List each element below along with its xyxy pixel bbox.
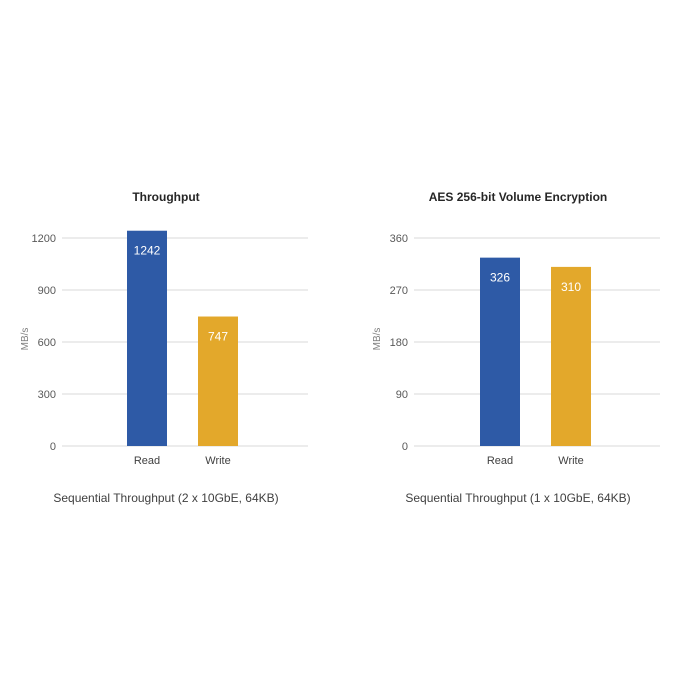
category-label: Write [205,455,230,467]
y-tick-label: 900 [38,285,56,297]
category-labels: Read Write [134,455,231,467]
y-tick-label: 0 [50,441,56,453]
bar-write [198,316,238,446]
chart-title: Throughput [132,190,199,204]
chart-aes-encryption: AES 256-bit Volume Encryption MB/s 0 90 18… [372,190,660,505]
gridlines [414,237,660,447]
y-tick-label: 270 [390,285,408,297]
y-tick-label: 180 [390,337,408,349]
chart-title: AES 256-bit Volume Encryption [429,190,607,204]
chart-caption: Sequential Throughput (2 x 10GbE, 64KB) [53,491,278,505]
category-label: Write [558,455,583,467]
data-label: 310 [561,280,581,294]
y-tick-label: 300 [38,389,56,401]
y-tick-label: 0 [402,441,408,453]
category-label: Read [487,455,513,467]
y-tick-labels: 0 90 180 270 360 [390,233,408,453]
y-tick-label: 600 [38,337,56,349]
y-tick-label: 1200 [32,233,56,245]
category-labels: Read Write [487,455,584,467]
chart-throughput: Throughput MB/s 0 300 600 900 1200 1242 747 R… [20,190,308,505]
y-tick-label: 360 [390,233,408,245]
y-tick-label: 90 [396,389,408,401]
bar-read [127,230,167,446]
y-axis-title: MB/s [20,328,31,351]
category-label: Read [134,455,160,467]
gridlines [62,237,308,447]
data-labels: 1242 747 [134,244,229,344]
y-tick-labels: 0 300 600 900 1200 [32,233,56,453]
bars [127,230,238,446]
data-labels: 326 310 [490,271,581,294]
bar-read [480,257,520,446]
bar-write [551,266,591,446]
data-label: 326 [490,271,510,285]
data-label: 1242 [134,244,161,258]
chart-caption: Sequential Throughput (1 x 10GbE, 64KB) [405,491,630,505]
bars [480,257,591,446]
data-label: 747 [208,330,228,344]
y-axis-title: MB/s [372,328,383,351]
